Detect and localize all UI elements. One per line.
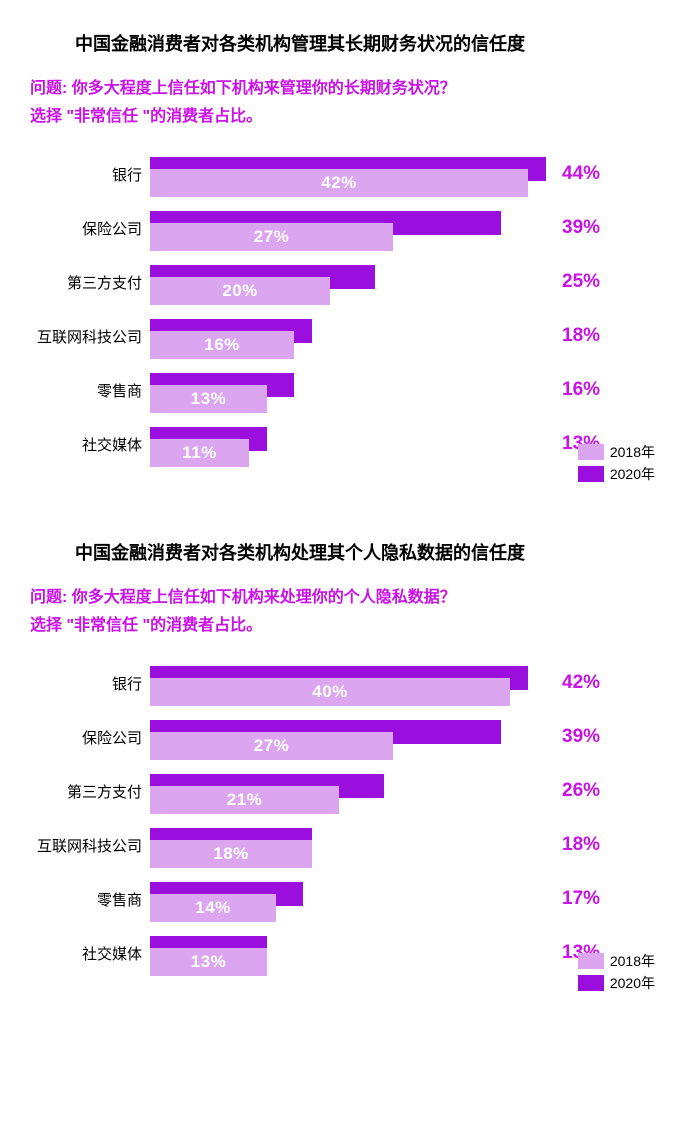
legend-swatch-icon — [578, 466, 604, 482]
bar-2018-value: 42% — [321, 173, 357, 193]
bar-2020-value: 18% — [562, 325, 600, 347]
bar-2018: 16% — [150, 331, 294, 359]
category-label: 第三方支付 — [30, 781, 150, 802]
category-label: 保险公司 — [30, 727, 150, 748]
chart-panel-0: 中国金融消费者对各类机构管理其长期财务状况的信任度问题: 你多大程度上信任如下机… — [30, 30, 675, 484]
panel-title: 中国金融消费者对各类机构处理其个人隐私数据的信任度 — [30, 539, 675, 565]
panel-title: 中国金融消费者对各类机构管理其长期财务状况的信任度 — [30, 30, 675, 56]
bar-2018: 20% — [150, 277, 330, 305]
legend: 2018年2020年 — [578, 949, 655, 993]
bar-2020-value: 44% — [562, 163, 600, 185]
category-label: 第三方支付 — [30, 272, 150, 293]
bar-zone: 20% — [150, 261, 550, 303]
bar-row: 保险公司 27% 39% — [30, 206, 675, 250]
bar-2018-value: 11% — [182, 443, 217, 463]
bar-2018-value: 40% — [312, 682, 348, 702]
bar-2018-value: 18% — [213, 844, 249, 864]
bar-2018-value: 27% — [254, 736, 290, 756]
bar-2020-value: 25% — [562, 271, 600, 293]
bar-zone: 42% — [150, 153, 550, 195]
bar-2020-value: 39% — [562, 217, 600, 239]
bar-2018: 11% — [150, 439, 249, 467]
bar-2018: 13% — [150, 948, 267, 976]
bar-2018: 13% — [150, 385, 267, 413]
category-label: 银行 — [30, 164, 150, 185]
bar-zone: 27% — [150, 207, 550, 249]
bar-row: 第三方支付 20% 25% — [30, 260, 675, 304]
legend-item-2018: 2018年 — [578, 951, 655, 971]
category-label: 零售商 — [30, 889, 150, 910]
bar-row: 保险公司 27% 39% — [30, 715, 675, 759]
bar-zone: 21% — [150, 770, 550, 812]
bar-2020-value: 17% — [562, 888, 600, 910]
category-label: 零售商 — [30, 380, 150, 401]
chart-area: 银行 40% 42% 保险公司 27% 39% 第三方支付 21% 26% 互联网科技公司 18% 1… — [30, 661, 675, 993]
chart-panel-1: 中国金融消费者对各类机构处理其个人隐私数据的信任度问题: 你多大程度上信任如下机… — [30, 539, 675, 993]
bar-2018-value: 13% — [191, 389, 227, 409]
bar-zone: 18% — [150, 824, 550, 866]
panel-question: 问题: 你多大程度上信任如下机构来处理你的个人隐私数据？ — [30, 583, 675, 607]
legend-swatch-icon — [578, 975, 604, 991]
bar-2020-value: 42% — [562, 672, 600, 694]
panel-subtext: 选择 "非常信任 "的消费者占比。 — [30, 611, 675, 635]
bar-row: 第三方支付 21% 26% — [30, 769, 675, 813]
bar-2018: 42% — [150, 169, 528, 197]
legend-item-2020: 2020年 — [578, 973, 655, 993]
panel-question: 问题: 你多大程度上信任如下机构来管理你的长期财务状况？ — [30, 74, 675, 98]
legend-item-2020: 2020年 — [578, 464, 655, 484]
legend: 2018年2020年 — [578, 440, 655, 484]
bar-2018: 14% — [150, 894, 276, 922]
legend-label: 2018年 — [610, 442, 655, 462]
bar-2018-value: 14% — [195, 898, 231, 918]
bar-2018-value: 20% — [222, 281, 258, 301]
category-label: 银行 — [30, 673, 150, 694]
bar-2020-value: 16% — [562, 379, 600, 401]
bar-zone: 13% — [150, 932, 550, 974]
bar-2020-value: 39% — [562, 726, 600, 748]
legend-swatch-icon — [578, 444, 604, 460]
bar-2018: 18% — [150, 840, 312, 868]
bar-zone: 27% — [150, 716, 550, 758]
bar-2018: 21% — [150, 786, 339, 814]
bar-zone: 13% — [150, 369, 550, 411]
bar-row: 银行 42% 44% — [30, 152, 675, 196]
category-label: 社交媒体 — [30, 943, 150, 964]
category-label: 互联网科技公司 — [30, 835, 150, 856]
category-label: 保险公司 — [30, 218, 150, 239]
bar-2020-value: 26% — [562, 780, 600, 802]
bar-row: 银行 40% 42% — [30, 661, 675, 705]
bar-row: 零售商 14% 17% — [30, 877, 675, 921]
legend-swatch-icon — [578, 953, 604, 969]
bar-2018-value: 13% — [191, 952, 227, 972]
bar-2018-value: 27% — [254, 227, 290, 247]
bar-2018: 27% — [150, 223, 393, 251]
bar-2018-value: 21% — [227, 790, 263, 810]
legend-label: 2020年 — [610, 464, 655, 484]
chart-area: 银行 42% 44% 保险公司 27% 39% 第三方支付 20% 25% 互联网科技公司 16% 1… — [30, 152, 675, 484]
bar-zone: 40% — [150, 662, 550, 704]
category-label: 互联网科技公司 — [30, 326, 150, 347]
legend-label: 2018年 — [610, 951, 655, 971]
category-label: 社交媒体 — [30, 434, 150, 455]
bar-2018: 40% — [150, 678, 510, 706]
legend-label: 2020年 — [610, 973, 655, 993]
bar-zone: 16% — [150, 315, 550, 357]
panel-subtext: 选择 "非常信任 "的消费者占比。 — [30, 102, 675, 126]
legend-item-2018: 2018年 — [578, 442, 655, 462]
bar-row: 零售商 13% 16% — [30, 368, 675, 412]
bar-2020-value: 18% — [562, 834, 600, 856]
bar-row: 互联网科技公司 16% 18% — [30, 314, 675, 358]
bar-2018-value: 16% — [204, 335, 240, 355]
bar-zone: 11% — [150, 423, 550, 465]
bar-row: 互联网科技公司 18% 18% — [30, 823, 675, 867]
bar-zone: 14% — [150, 878, 550, 920]
bar-2018: 27% — [150, 732, 393, 760]
